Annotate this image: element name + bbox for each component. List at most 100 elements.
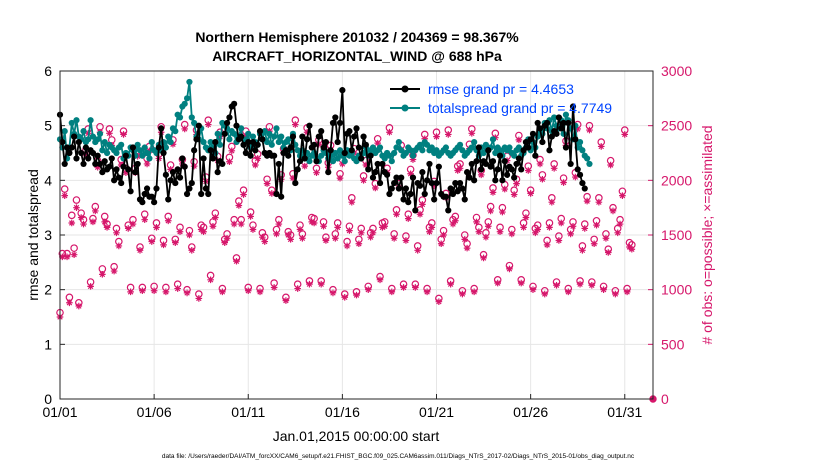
totalspread-marker — [584, 155, 591, 162]
obs-assimilated-marker — [70, 251, 78, 258]
totalspread-marker — [146, 155, 153, 162]
totalspread-marker — [492, 149, 499, 157]
rmse-marker — [285, 152, 292, 159]
rmse-marker — [468, 160, 475, 168]
totalspread-marker — [231, 130, 238, 137]
totalspread-marker — [167, 138, 174, 146]
obs-assimilated-marker — [355, 240, 363, 248]
obs-assimilated-marker — [284, 231, 292, 239]
totalspread-marker — [162, 144, 169, 151]
rmse-marker — [292, 179, 299, 187]
obs-assimilated-marker — [588, 281, 596, 289]
obs-assimilated-marker — [435, 298, 443, 305]
chart-title: Northern Hemisphere 201032 / 204369 = 98… — [195, 29, 519, 45]
obs-assimilated-marker — [602, 234, 610, 242]
totalspread-marker — [579, 147, 586, 154]
totalspread-marker — [388, 158, 395, 165]
rmse-marker — [193, 136, 200, 143]
obs-assimilated-marker — [532, 229, 539, 237]
obs-assimilated-marker — [162, 288, 170, 296]
rmse-marker — [426, 160, 433, 168]
obs-assimilated-marker — [75, 302, 83, 310]
rmse-marker — [252, 147, 259, 154]
obs-assimilated-marker — [334, 224, 341, 231]
rmse-marker — [433, 179, 440, 187]
totalspread-marker — [416, 141, 424, 148]
rmse-marker — [447, 185, 454, 192]
totalspread-marker — [353, 158, 360, 165]
obs-assimilated-marker — [362, 161, 370, 169]
rmse-marker — [322, 138, 330, 146]
obs-assimilated-marker — [524, 167, 532, 174]
rmse-marker — [466, 174, 473, 181]
totalspread-marker — [278, 133, 285, 140]
rmse-marker — [271, 152, 278, 159]
obs-assimilated-marker — [353, 291, 360, 299]
rmse-marker — [398, 174, 405, 181]
obs-assimilated-marker — [77, 214, 85, 221]
totalspread-marker — [266, 130, 273, 137]
totalspread-marker — [61, 128, 68, 135]
obs-assimilated-marker — [129, 220, 137, 228]
totalspread-marker — [89, 133, 97, 140]
rmse-marker — [256, 128, 264, 135]
rmse-marker — [125, 166, 132, 173]
totalspread-marker — [99, 147, 106, 154]
rmse-marker — [548, 133, 555, 140]
rmse-marker — [365, 166, 372, 173]
totalspread-marker — [263, 138, 271, 146]
obs-assimilated-marker — [176, 228, 184, 236]
obs-assimilated-marker — [581, 225, 589, 232]
rmse-marker — [379, 160, 386, 168]
rmse-marker — [61, 160, 68, 168]
chart-subtitle: AIRCRAFT_HORIZONTAL_WIND @ 688 hPa — [212, 48, 502, 64]
obs-assimilated-marker — [515, 136, 523, 144]
rmse-marker — [421, 190, 428, 198]
rmse-marker — [567, 160, 574, 168]
totalspread-marker — [393, 144, 400, 151]
obs-assimilated-marker — [586, 126, 593, 134]
rmse-marker — [209, 155, 217, 162]
y-tick-label-left: 1 — [44, 336, 52, 352]
rmse-marker — [489, 158, 497, 165]
rmse-marker — [482, 160, 490, 168]
rmse-marker — [496, 152, 504, 159]
rmse-marker — [449, 190, 457, 198]
totalspread-marker — [515, 144, 522, 151]
obs-assimilated-marker — [444, 131, 452, 138]
rmse-marker — [183, 190, 191, 198]
rmse-marker — [558, 125, 565, 132]
totalspread-marker — [271, 133, 278, 140]
obs-assimilated-marker — [299, 234, 306, 242]
obs-assimilated-marker — [317, 280, 325, 288]
rmse-marker — [122, 152, 129, 159]
totalspread-marker — [395, 138, 402, 146]
obs-assimilated-marker — [447, 280, 454, 288]
obs-assimilated-marker — [386, 128, 393, 136]
obs-assimilated-marker — [195, 295, 203, 302]
totalspread-marker — [268, 141, 275, 148]
rmse-marker — [463, 169, 471, 176]
obs-assimilated-marker — [310, 219, 318, 227]
obs-assimilated-marker — [360, 177, 367, 184]
obs-assimilated-marker — [287, 236, 294, 243]
obs-assimilated-marker — [459, 290, 466, 298]
obs-assimilated-marker — [489, 189, 497, 196]
y-tick-label-right: 2000 — [661, 172, 692, 188]
rmse-marker — [367, 152, 374, 159]
y-tick-label-right: 500 — [661, 336, 685, 352]
obs-assimilated-marker — [513, 180, 520, 187]
totalspread-marker — [369, 144, 377, 151]
rmse-marker — [461, 196, 468, 203]
totalspread-marker — [586, 160, 593, 168]
totalspread-marker — [480, 149, 487, 157]
rmse-marker — [212, 138, 219, 146]
totalspread-marker — [562, 111, 570, 118]
rmse-marker — [405, 199, 412, 206]
rmse-marker — [181, 163, 188, 170]
totalspread-marker — [118, 141, 125, 148]
obs-assimilated-marker — [148, 238, 156, 245]
rmse-marker — [351, 133, 358, 140]
rmse-marker — [442, 193, 450, 200]
